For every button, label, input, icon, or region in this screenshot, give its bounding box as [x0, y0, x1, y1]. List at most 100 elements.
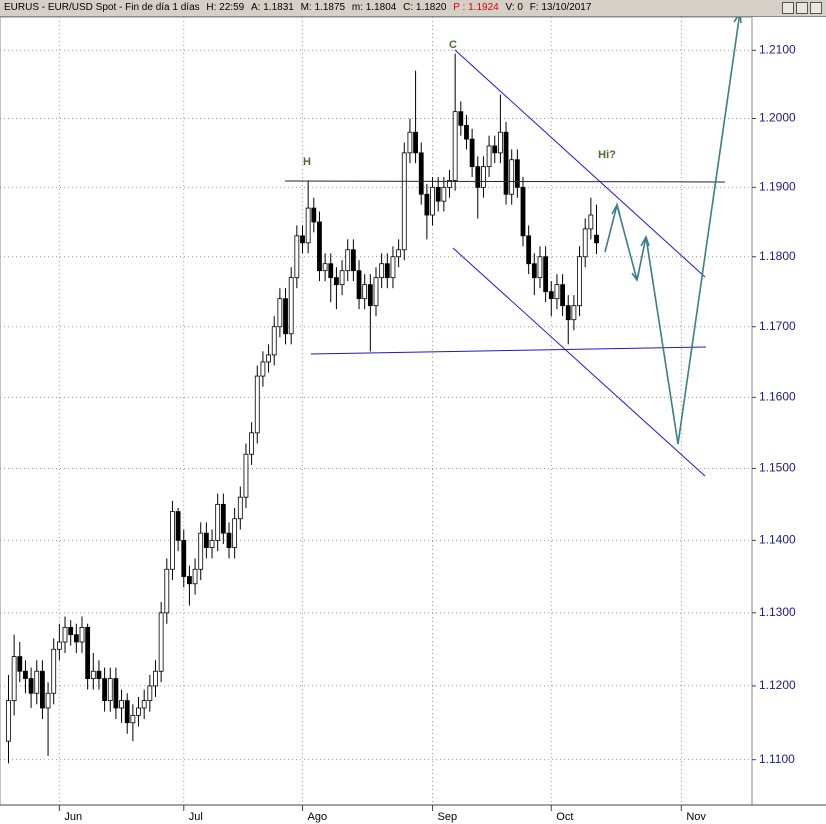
maximize-button[interactable] — [796, 2, 808, 14]
grid — [0, 17, 752, 805]
trendlines — [284, 49, 726, 477]
y-tick-label: 1.1100 — [759, 752, 795, 766]
candle-body — [328, 263, 334, 279]
candle-body — [413, 131, 418, 154]
candle-body — [537, 256, 543, 279]
candle-body — [452, 111, 458, 181]
plot-area — [0, 17, 753, 806]
candle-body — [430, 186, 435, 216]
candle-body — [192, 568, 198, 585]
candle-body — [28, 678, 34, 694]
candle-body — [136, 707, 141, 716]
candle-body — [469, 138, 475, 168]
y-tick-label: 1.1400 — [759, 533, 796, 547]
candle-body — [509, 159, 515, 195]
candle-body — [266, 354, 271, 363]
candle-body — [175, 511, 181, 541]
header-field: A: 1.1831 — [251, 2, 294, 13]
candle-body — [305, 207, 311, 244]
candle-body — [458, 111, 464, 126]
candle-body — [209, 539, 215, 548]
candle-body — [294, 235, 300, 279]
candle-body — [464, 124, 469, 140]
candle-body — [249, 432, 255, 455]
candle-body — [379, 263, 385, 279]
candle-body — [514, 159, 520, 188]
candle-body — [158, 612, 164, 672]
candle-body — [124, 700, 130, 724]
projection — [604, 17, 742, 445]
candle-body — [373, 277, 379, 307]
candle-body — [526, 235, 532, 265]
candle-body — [203, 532, 209, 548]
candle-body — [107, 678, 113, 702]
candle-body — [243, 453, 249, 498]
x-tick-label: Oct — [556, 811, 573, 823]
candle-body — [288, 277, 294, 335]
candle-body — [367, 284, 373, 307]
y-tick-label: 1.2000 — [759, 111, 796, 125]
support-line — [310, 346, 707, 355]
candle-body — [170, 511, 175, 570]
candle-body — [401, 152, 407, 251]
candle-body — [571, 305, 577, 321]
candle-body — [492, 145, 498, 154]
candle-body — [220, 503, 226, 534]
candle-body — [141, 700, 147, 709]
candle-body — [90, 670, 96, 679]
candle-body — [147, 685, 153, 702]
candle-body — [102, 678, 108, 702]
y-tick-label: 1.1600 — [759, 389, 796, 403]
header-bar: EURUS - EUR/USD Spot - Fin de día 1 días… — [0, 0, 826, 17]
y-tick-label: 1.1700 — [759, 319, 796, 333]
x-tick-label: Jul — [189, 811, 203, 823]
candle-body — [384, 263, 390, 279]
candle-body — [85, 626, 91, 679]
candle-body — [362, 284, 368, 300]
arrow-head — [631, 270, 640, 282]
candle-body — [187, 576, 192, 585]
candle-body — [271, 326, 277, 356]
y-tick-label: 1.1200 — [759, 678, 796, 692]
candle-body — [317, 221, 322, 272]
candle-body — [560, 284, 565, 307]
header-field: V: 0 — [505, 2, 523, 13]
arrow-head — [611, 202, 621, 216]
candle-body — [486, 145, 492, 168]
candle-body — [260, 361, 266, 377]
candle-body — [503, 131, 509, 195]
candle-body — [531, 263, 537, 279]
candle-body — [322, 263, 328, 272]
annotation: Hi? — [598, 149, 616, 161]
candle-body — [198, 532, 204, 570]
candle-body — [11, 656, 17, 702]
resistance-line — [284, 180, 726, 183]
candle-body — [226, 532, 232, 548]
candle-body — [481, 166, 486, 188]
minimize-button[interactable] — [782, 2, 794, 14]
header-field: M: 1.1875 — [300, 2, 346, 13]
candle-body — [554, 284, 560, 300]
candle-body — [6, 700, 11, 742]
x-tick-label: Sep — [438, 811, 458, 823]
x-tick-label: Jun — [64, 811, 82, 823]
y-tick-label: 1.1800 — [759, 249, 796, 263]
close-button[interactable] — [810, 2, 822, 14]
arrow-head — [733, 17, 742, 24]
candle-body — [215, 503, 221, 541]
y-tick-label: 1.1900 — [759, 180, 796, 194]
candle-body — [497, 131, 503, 154]
candle-body — [73, 634, 79, 643]
candle-body — [153, 670, 158, 687]
candle-body — [543, 256, 549, 293]
candle-body — [164, 568, 170, 614]
candle-body — [300, 235, 305, 244]
candle-body — [577, 256, 582, 307]
candle-body — [334, 277, 339, 286]
y-tick-label: 1.1500 — [759, 461, 796, 475]
candle-body — [68, 626, 74, 636]
candle-body — [79, 626, 85, 643]
candle-body — [548, 291, 554, 300]
header-field: m: 1.1804 — [351, 2, 397, 13]
